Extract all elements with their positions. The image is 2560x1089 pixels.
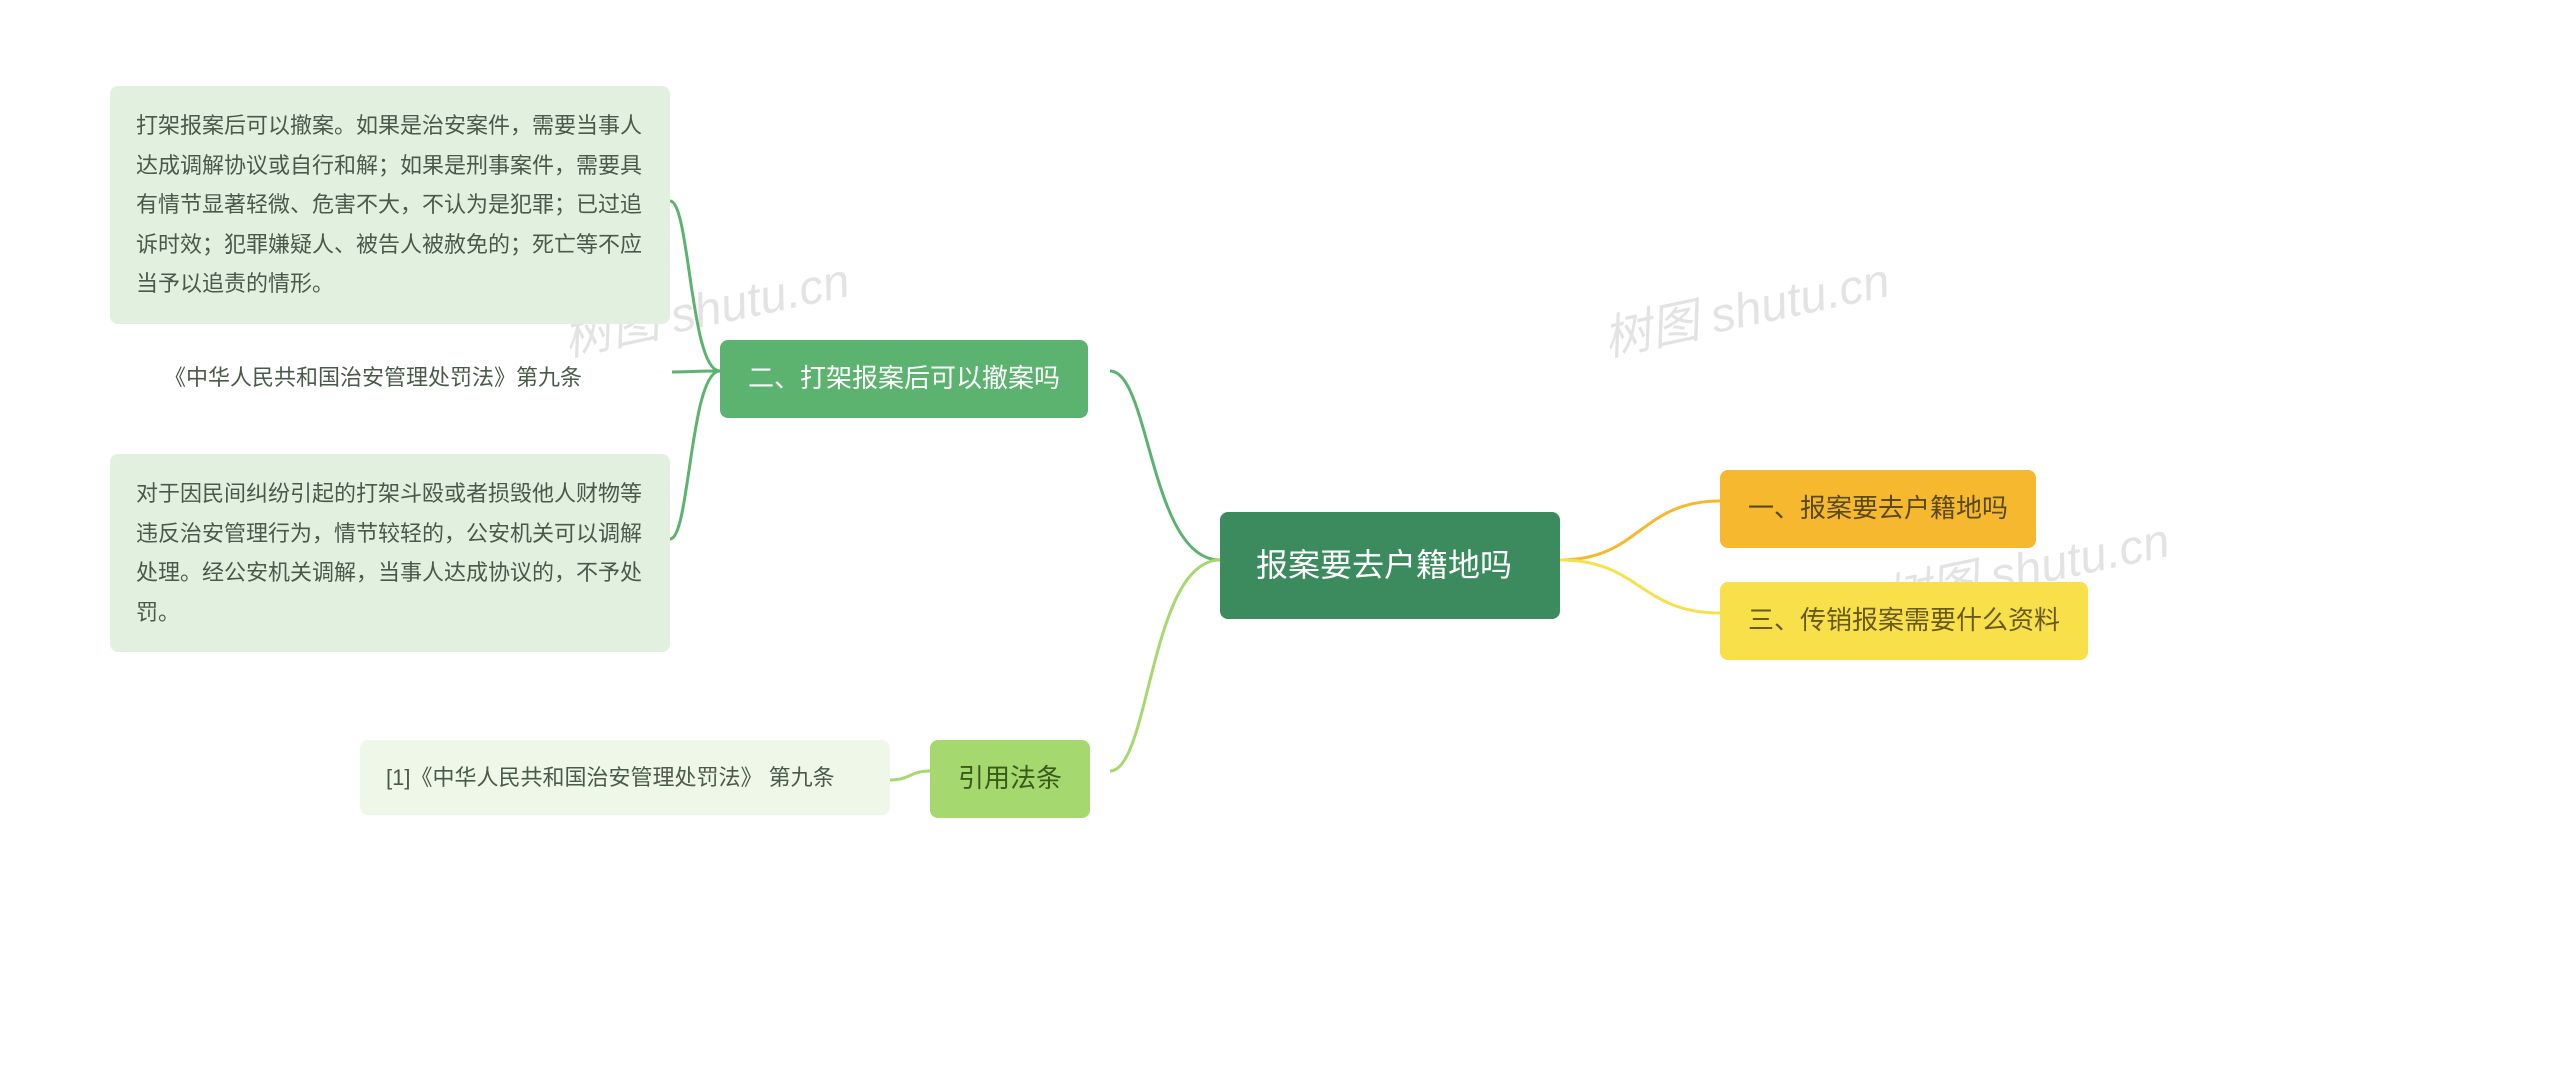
leaf-b2-child-2: 《中华人民共和国治安管理处罚法》第九条	[152, 352, 672, 403]
branch-section-3[interactable]: 三、传销报案需要什么资料	[1720, 582, 2088, 660]
branch-references[interactable]: 引用法条	[930, 740, 1090, 818]
branch-section-1[interactable]: 一、报案要去户籍地吗	[1720, 470, 2036, 548]
watermark: 树图 shutu.cn	[1596, 241, 1895, 370]
leaf-b2-child-3: 对于因民间纠纷引起的打架斗殴或者损毁他人财物等违反治安管理行为，情节较轻的，公安…	[110, 454, 670, 652]
root-node[interactable]: 报案要去户籍地吗	[1220, 512, 1560, 619]
leaf-b4-child-1: [1]《中华人民共和国治安管理处罚法》 第九条	[360, 740, 890, 815]
branch-section-2[interactable]: 二、打架报案后可以撤案吗	[720, 340, 1088, 418]
leaf-b2-child-1: 打架报案后可以撤案。如果是治安案件，需要当事人达成调解协议或自行和解；如果是刑事…	[110, 86, 670, 324]
